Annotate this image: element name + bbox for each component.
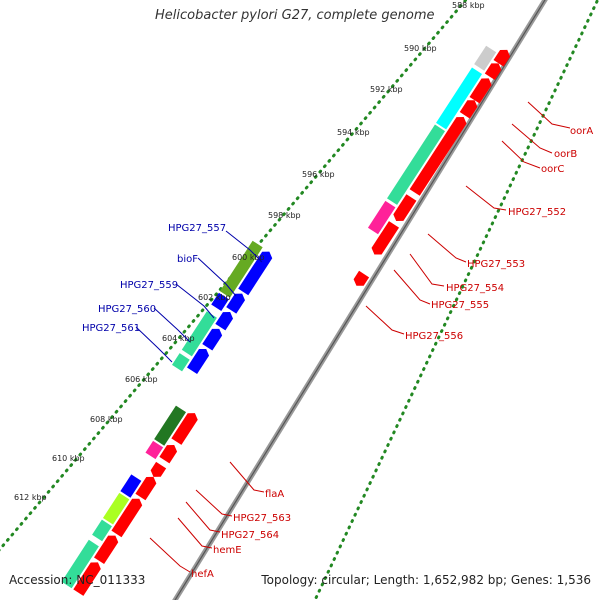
tick-label: 600 kbp bbox=[232, 253, 265, 262]
gene-hpg27-552-mint bbox=[387, 124, 446, 205]
page-title: Helicobacter pylori G27, complete genome bbox=[155, 8, 435, 23]
tick-label: 610 kbp bbox=[52, 454, 85, 463]
gene-grey bbox=[474, 45, 497, 71]
gene-oorC bbox=[459, 100, 478, 119]
leader-hpg27-559 bbox=[175, 283, 215, 319]
gene-hpg27-557-olive bbox=[219, 240, 263, 298]
tick-label: 590 kbp bbox=[404, 44, 437, 53]
gene-hpg27-554 bbox=[393, 194, 417, 221]
gene-label-red: oorB bbox=[554, 149, 577, 160]
leader-hpg27-557 bbox=[225, 230, 263, 263]
lower-gene-cluster bbox=[61, 405, 198, 596]
leader-biof bbox=[197, 257, 237, 297]
leader-hpg27-561 bbox=[135, 326, 173, 363]
gene-tail-mint bbox=[61, 539, 99, 589]
gene-biof bbox=[226, 293, 246, 314]
tick-label: 596 kbp bbox=[302, 170, 335, 179]
gene-hpg27-559-mint bbox=[181, 311, 217, 357]
gene-hpg27-553-magenta bbox=[367, 200, 396, 235]
leader-hpg27-552 bbox=[465, 185, 507, 211]
gene-label-red: hemE bbox=[213, 545, 242, 556]
gene-hpg27-557 bbox=[238, 251, 273, 296]
gene-label-red: oorC bbox=[541, 164, 564, 175]
gene-label-blue: HPG27_560 bbox=[98, 304, 156, 315]
gene-oorB-cyan bbox=[436, 67, 483, 130]
leader-hpg27-556 bbox=[365, 305, 405, 335]
middle-gene-cluster bbox=[172, 240, 273, 375]
gene-oorA bbox=[493, 49, 511, 67]
gene-hpg27-564 bbox=[150, 461, 167, 477]
gene-hpg27-559 bbox=[215, 312, 234, 331]
gene-hpg27-563-magenta bbox=[145, 440, 164, 460]
gene-label-blue: bioF bbox=[177, 254, 198, 265]
gene-flaA bbox=[171, 413, 198, 445]
leader-oorC bbox=[501, 140, 541, 169]
gene-label-blue: HPG27_557 bbox=[168, 223, 226, 234]
leader-oorB bbox=[511, 123, 553, 154]
gene-label-red: HPG27_563 bbox=[233, 513, 291, 524]
tick-label: 598 kbp bbox=[268, 211, 301, 220]
gene-biof-blue bbox=[211, 292, 229, 312]
gene-label-red: HPG27_554 bbox=[446, 283, 504, 294]
leader-hefA bbox=[149, 537, 191, 573]
backbone-axis-inner bbox=[174, 0, 546, 600]
tick-label: 612 kbp bbox=[14, 493, 47, 502]
gene-hpg27-561-mint bbox=[172, 353, 190, 372]
tick-label: 608 kbp bbox=[90, 415, 123, 424]
gene-lower-a bbox=[94, 535, 119, 565]
gene-hpg27-560 bbox=[202, 328, 223, 351]
gene-hpg27-555 bbox=[371, 221, 400, 255]
tick-label: 594 kbp bbox=[337, 128, 370, 137]
gene-hemE-blue bbox=[120, 474, 142, 498]
gene-hpg27-556 bbox=[353, 270, 370, 286]
gene-label-red: HPG27_552 bbox=[508, 207, 566, 218]
gene-hefA-lime bbox=[102, 492, 130, 525]
gene-flaA-green bbox=[154, 405, 187, 446]
leader-hpg27-564 bbox=[185, 501, 221, 533]
leader-oorA bbox=[527, 101, 571, 129]
tick-label: 606 kbp bbox=[125, 375, 158, 384]
gene-label-red: HPG27_564 bbox=[221, 530, 279, 541]
outer-dotted-guide bbox=[313, 0, 600, 600]
genome-stats-text: Topology: circular; Length: 1,652,982 bp… bbox=[261, 573, 591, 587]
leader-hpg27-554 bbox=[409, 253, 445, 287]
gene-lower-b bbox=[73, 562, 101, 596]
gene-label-blue: HPG27_561 bbox=[82, 323, 140, 334]
gene-hemE bbox=[135, 476, 157, 501]
accession-text: Accession: NC_011333 bbox=[9, 573, 146, 587]
gene-hefA-green-b bbox=[92, 519, 112, 542]
gene-hpg27-552 bbox=[409, 116, 467, 196]
upper-gene-cluster bbox=[353, 45, 511, 286]
leader-hpg27-560 bbox=[153, 307, 191, 343]
leader-hpg27-555 bbox=[393, 269, 431, 305]
gene-label-red: HPG27_556 bbox=[405, 331, 463, 342]
gene-oorB bbox=[469, 78, 492, 104]
gene-hefA bbox=[111, 498, 143, 538]
gene-hpg27-561 bbox=[187, 348, 210, 375]
gene-hpg27-563 bbox=[159, 445, 178, 464]
gene-label-red: HPG27_555 bbox=[431, 300, 489, 311]
leader-hemE bbox=[177, 517, 213, 549]
gene-label-red: hefA bbox=[191, 569, 214, 580]
gene-oorA-b bbox=[484, 63, 502, 80]
leader-flaA bbox=[229, 461, 265, 493]
gene-label-red: flaA bbox=[265, 489, 284, 500]
tick-label: 604 kbp bbox=[162, 334, 195, 343]
leader-hpg27-563 bbox=[195, 489, 233, 517]
tick-label: 588 kbp bbox=[452, 1, 485, 10]
gene-label-red: oorA bbox=[570, 126, 593, 137]
tick-label: 602 kbp bbox=[198, 293, 231, 302]
gene-label-red: HPG27_553 bbox=[467, 259, 525, 270]
leader-hpg27-553 bbox=[427, 233, 467, 263]
tick-label: 592 kbp bbox=[370, 85, 403, 94]
gene-label-blue: HPG27_559 bbox=[120, 280, 178, 291]
